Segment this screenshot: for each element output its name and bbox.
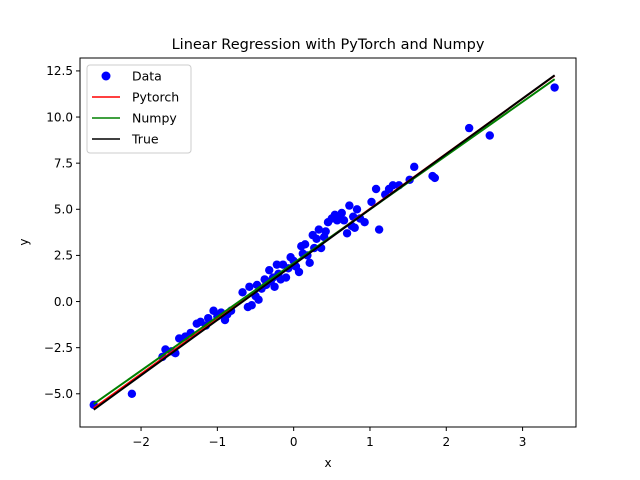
data-point (247, 301, 256, 310)
data-point (464, 123, 474, 133)
x-tick-label: −1 (209, 435, 227, 449)
data-point (272, 260, 282, 269)
y-tick-label: 7.5 (54, 156, 73, 170)
y-axis-ticks: −5.0 −2.5 0.0 2.5 5.0 7.5 10.0 12.5 (44, 64, 80, 401)
x-axis-label: x (324, 456, 331, 470)
data-point (367, 197, 376, 207)
y-tick-label: 2.5 (54, 249, 73, 263)
plot-frame (79, 57, 577, 428)
data-point (300, 240, 310, 249)
y-tick-label: −2.5 (44, 341, 73, 355)
legend-label-data: Data (132, 69, 162, 84)
legend-box (86, 64, 192, 154)
data-point (312, 234, 321, 244)
line-true (93, 74, 556, 411)
y-tick-label: 5.0 (54, 203, 73, 217)
data-point (550, 83, 559, 92)
x-tick-label: 2 (442, 435, 450, 449)
chart-title: Linear Regression with PyTorch and Numpy (172, 37, 485, 53)
y-axis-label: y (17, 238, 31, 245)
legend-label-pytorch: Pytorch (132, 90, 179, 105)
data-point (345, 201, 354, 210)
y-tick-label: −5.0 (44, 387, 73, 401)
data-point (342, 229, 352, 238)
data-point (305, 258, 314, 267)
y-tick-label: 10.0 (46, 110, 73, 124)
x-tick-label: 1 (366, 435, 374, 449)
data-point (281, 273, 291, 282)
y-tick-label: 12.5 (46, 64, 73, 78)
data-point (374, 225, 384, 234)
data-point (360, 218, 369, 227)
data-point (430, 173, 440, 183)
data-point (410, 162, 419, 172)
data-point (337, 208, 346, 218)
plot-content (89, 74, 559, 411)
data-point (321, 227, 330, 236)
data-point (485, 131, 494, 140)
data-point (270, 282, 279, 291)
data-point (238, 288, 247, 297)
data-point (339, 216, 349, 225)
data-point (265, 265, 274, 275)
legend-marker-data (101, 71, 111, 81)
x-tick-label: 3 (519, 435, 527, 449)
x-tick-label: −2 (132, 435, 150, 449)
x-tick-label: 0 (290, 435, 298, 449)
data-point (388, 181, 398, 190)
data-point (371, 184, 381, 194)
legend-label-numpy: Numpy (132, 111, 177, 126)
x-axis-ticks: −2 −1 0 1 2 3 (132, 427, 526, 449)
data-point (294, 267, 304, 277)
legend: Data Pytorch Numpy True (86, 64, 192, 154)
data-point (254, 295, 263, 304)
legend-label-true: True (131, 132, 159, 147)
y-tick-label: 0.0 (54, 295, 73, 309)
data-point (127, 389, 137, 398)
data-point (352, 205, 362, 214)
data-point (314, 225, 324, 234)
data-point (245, 282, 254, 291)
data-point (204, 313, 213, 323)
data-point (350, 223, 359, 232)
